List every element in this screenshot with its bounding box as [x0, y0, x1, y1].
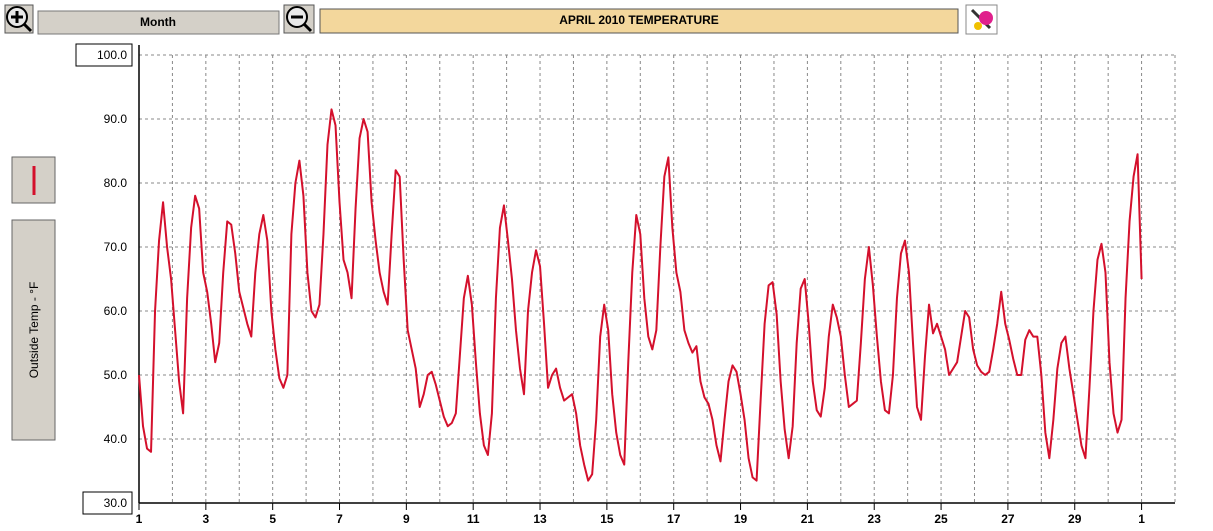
y-tick-box: [75, 43, 133, 67]
title-bar: [319, 8, 959, 34]
period-button[interactable]: [37, 10, 280, 35]
x-tick-label: 7: [336, 512, 343, 526]
y-tick-label: 30.0: [104, 496, 128, 510]
x-tick-label: 3: [202, 512, 209, 526]
x-tick-label: 9: [403, 512, 410, 526]
temperature-line: [138, 108, 1143, 482]
y-tick-label: 50.0: [104, 368, 128, 382]
color-picker-icon[interactable]: [965, 4, 998, 35]
x-tick-label: 15: [600, 512, 614, 526]
zoom-out-button[interactable]: [283, 4, 315, 34]
y-axis-label: Outside Temp - °F: [27, 282, 41, 379]
period-label: Month: [140, 15, 176, 29]
x-tick-label: 27: [1001, 512, 1015, 526]
x-tick-label: 19: [734, 512, 748, 526]
chart-title: APRIL 2010 TEMPERATURE: [559, 13, 719, 27]
x-tick-label: 25: [934, 512, 948, 526]
x-tick-label: 1: [1138, 512, 1145, 526]
axis-label-button[interactable]: [11, 219, 56, 441]
y-tick-label: 70.0: [104, 240, 128, 254]
x-tick-label: 5: [269, 512, 276, 526]
x-tick-label: 29: [1068, 512, 1082, 526]
x-tick-label: 13: [533, 512, 547, 526]
x-tick-label: 11: [467, 512, 480, 526]
x-tick-label: 23: [868, 512, 882, 526]
y-tick-label: 90.0: [104, 112, 128, 126]
y-tick-label: 100.0: [97, 48, 127, 62]
x-tick-label: 1: [136, 512, 143, 526]
x-tick-label: 21: [801, 512, 815, 526]
y-tick-label: 40.0: [104, 432, 128, 446]
zoom-in-button[interactable]: [4, 4, 34, 34]
y-tick-label: 80.0: [104, 176, 128, 190]
x-tick-label: 17: [667, 512, 681, 526]
y-tick-label: 60.0: [104, 304, 128, 318]
y-tick-box: [82, 491, 133, 515]
